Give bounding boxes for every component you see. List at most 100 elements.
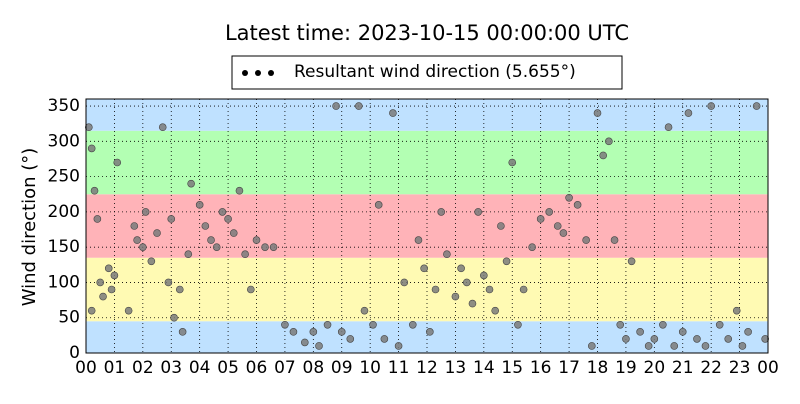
x-tick-label: 00 bbox=[757, 358, 779, 378]
data-point bbox=[164, 278, 173, 287]
data-point bbox=[170, 313, 178, 322]
x-tick-label: 05 bbox=[217, 358, 239, 378]
data-point bbox=[659, 320, 667, 329]
y-tick-label: 250 bbox=[48, 167, 80, 187]
x-tick-label: 19 bbox=[615, 358, 637, 378]
data-point bbox=[684, 109, 693, 117]
data-point bbox=[261, 243, 269, 251]
data-point bbox=[87, 306, 96, 315]
x-tick-label: 23 bbox=[729, 358, 751, 378]
data-point bbox=[85, 123, 93, 132]
x-tick-label: 00 bbox=[75, 358, 97, 378]
data-point bbox=[644, 342, 653, 350]
data-point bbox=[536, 215, 545, 223]
data-point bbox=[153, 229, 161, 237]
legend-dot bbox=[268, 70, 274, 76]
data-point bbox=[218, 208, 227, 216]
data-point bbox=[715, 320, 724, 329]
x-tick-label: 04 bbox=[189, 358, 211, 378]
x-tick-label: 06 bbox=[246, 358, 268, 378]
x-tick-label: 18 bbox=[587, 358, 609, 378]
y-tick-label: 150 bbox=[48, 237, 80, 257]
data-point bbox=[139, 243, 147, 251]
data-point bbox=[158, 123, 167, 132]
data-point bbox=[414, 236, 423, 244]
plot-frame bbox=[85, 98, 769, 354]
data-point bbox=[99, 292, 107, 301]
data-point bbox=[457, 264, 465, 273]
legend-dot bbox=[255, 70, 261, 76]
data-point bbox=[588, 342, 596, 350]
x-tick-label: 03 bbox=[160, 358, 182, 378]
data-point bbox=[315, 342, 323, 350]
data-point bbox=[707, 102, 715, 110]
data-point bbox=[354, 102, 363, 110]
data-point bbox=[400, 278, 409, 287]
data-point bbox=[610, 236, 619, 244]
data-point bbox=[627, 257, 636, 266]
data-point bbox=[408, 320, 417, 329]
x-tick-label: 08 bbox=[303, 358, 325, 378]
data-point bbox=[252, 236, 261, 244]
data-point bbox=[184, 250, 193, 259]
data-point bbox=[616, 320, 625, 329]
data-point bbox=[514, 320, 522, 329]
data-point bbox=[599, 151, 607, 160]
data-point bbox=[431, 285, 440, 294]
y-tick-label: 300 bbox=[48, 131, 80, 151]
data-point bbox=[502, 257, 511, 266]
data-point bbox=[113, 158, 122, 167]
data-point bbox=[724, 335, 733, 343]
data-point bbox=[573, 201, 582, 209]
data-point bbox=[360, 306, 369, 315]
y-axis-label: Wind direction (°) bbox=[19, 148, 40, 307]
data-point bbox=[175, 285, 184, 294]
data-point bbox=[281, 320, 289, 329]
x-tick-label: 02 bbox=[132, 358, 154, 378]
data-point bbox=[582, 236, 590, 244]
data-point bbox=[451, 292, 460, 301]
data-point bbox=[468, 299, 477, 308]
data-point bbox=[559, 229, 568, 237]
data-point bbox=[693, 335, 701, 343]
data-point bbox=[752, 102, 761, 110]
x-tick-label: 22 bbox=[700, 358, 722, 378]
y-tick-label: 200 bbox=[48, 202, 80, 222]
data-point bbox=[309, 328, 318, 336]
data-point bbox=[224, 215, 232, 223]
data-point bbox=[289, 328, 298, 336]
x-tick-label: 09 bbox=[331, 358, 353, 378]
data-point bbox=[374, 201, 383, 209]
legend-marker bbox=[242, 70, 274, 76]
data-point bbox=[528, 243, 536, 251]
data-point bbox=[650, 335, 659, 343]
data-point bbox=[133, 236, 141, 244]
data-point bbox=[269, 243, 278, 251]
data-point bbox=[508, 158, 517, 167]
data-point bbox=[636, 328, 644, 336]
data-point bbox=[195, 201, 204, 209]
data-point bbox=[732, 306, 741, 315]
x-tick-label: 01 bbox=[104, 358, 126, 378]
data-point bbox=[124, 306, 133, 315]
data-point bbox=[229, 229, 238, 237]
x-tick-label: 16 bbox=[530, 358, 552, 378]
data-point bbox=[110, 271, 119, 280]
data-point bbox=[761, 335, 769, 343]
data-point bbox=[301, 338, 309, 347]
y-tick-label: 0 bbox=[69, 343, 80, 363]
data-point bbox=[553, 222, 562, 230]
x-tick-label: 11 bbox=[388, 358, 410, 378]
x-tick-label: 07 bbox=[274, 358, 296, 378]
x-tick-label: 15 bbox=[501, 358, 523, 378]
data-point bbox=[593, 109, 602, 117]
x-tick-label: 21 bbox=[672, 358, 694, 378]
data-point bbox=[332, 102, 340, 110]
data-point bbox=[420, 264, 428, 273]
data-point bbox=[678, 328, 687, 336]
data-point bbox=[605, 137, 613, 146]
data-point bbox=[497, 222, 505, 230]
data-point bbox=[212, 243, 221, 251]
data-point bbox=[443, 250, 451, 259]
